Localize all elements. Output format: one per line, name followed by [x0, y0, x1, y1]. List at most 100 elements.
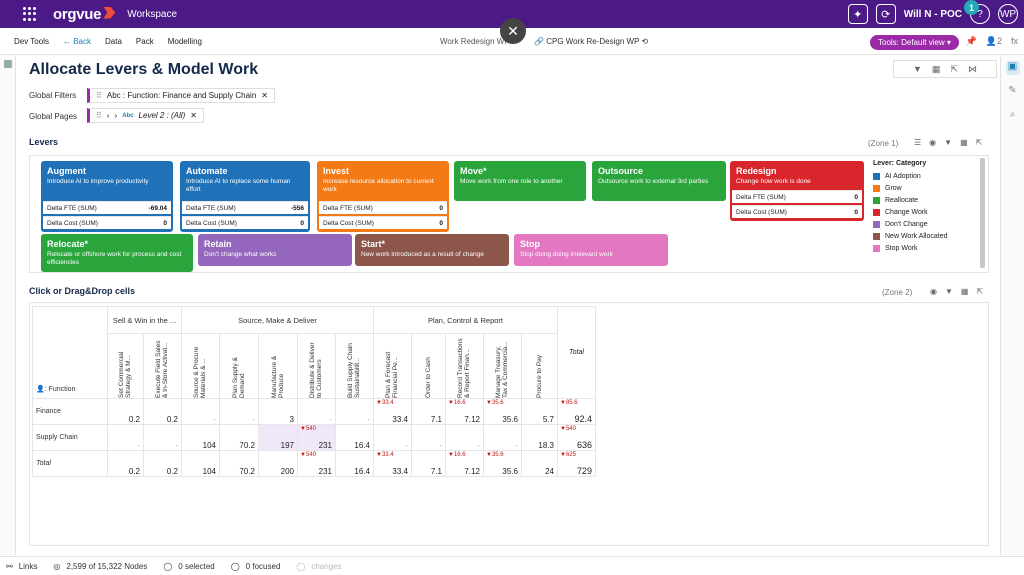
- row-label[interactable]: Total: [32, 450, 108, 477]
- grid-cell[interactable]: ▼35.6 35.6: [483, 398, 522, 425]
- grid-cell[interactable]: ·: [297, 398, 336, 425]
- column-header[interactable]: Plan & Forecast Financial Pe...: [373, 333, 412, 399]
- grid-cell[interactable]: 104: [181, 450, 220, 477]
- filter-icon[interactable]: ▼: [944, 138, 953, 147]
- back-button[interactable]: ← Back: [62, 36, 92, 46]
- grid-cell[interactable]: 7.1: [411, 450, 446, 477]
- group-header[interactable]: Plan, Control & Report: [373, 306, 558, 334]
- dev-tools-menu[interactable]: Dev Tools: [14, 36, 49, 46]
- help-button[interactable]: 1?: [964, 0, 990, 24]
- legend-item[interactable]: Change Work: [873, 206, 948, 218]
- row-label[interactable]: Finance: [32, 398, 108, 425]
- export-icon[interactable]: ⇱: [975, 138, 983, 147]
- grid-cell[interactable]: 200: [258, 450, 298, 477]
- grid-cell[interactable]: ▼35.6 35.6: [483, 450, 522, 477]
- grid-cell[interactable]: 16.4: [335, 424, 374, 451]
- apps-grid-icon[interactable]: [23, 7, 37, 21]
- grid-cell[interactable]: 197: [258, 424, 298, 451]
- grid-cell[interactable]: ▼540 231: [297, 424, 336, 451]
- lever-card-0[interactable]: Augment Introduce AI to improve productiv…: [41, 161, 173, 232]
- grid-cell[interactable]: 7.1: [411, 398, 446, 425]
- breadcrumb-page[interactable]: 🔗 CPG Work Re-Design WP ⟲: [534, 37, 649, 46]
- list-icon[interactable]: ☰: [914, 138, 922, 147]
- column-header[interactable]: Source & Procure Materials & ...: [181, 333, 220, 399]
- workspace-link[interactable]: Workspace: [127, 8, 178, 20]
- total-column-header[interactable]: Total: [557, 306, 596, 399]
- grid-cell[interactable]: ·: [181, 398, 220, 425]
- grid-cell[interactable]: 0.2: [143, 450, 182, 477]
- column-header[interactable]: Record Transactions & Report Finan...: [445, 333, 484, 399]
- column-header[interactable]: Plan Supply & Demand: [219, 333, 259, 399]
- grid-icon[interactable]: ▦: [960, 287, 969, 296]
- grid-cell[interactable]: 5.7: [521, 398, 558, 425]
- avatar[interactable]: WP: [998, 4, 1018, 24]
- lever-card-1[interactable]: Automate Introduce AI to replace some hum…: [180, 161, 310, 232]
- grid-cell[interactable]: ·: [445, 424, 484, 451]
- grid-cell[interactable]: 70.2: [219, 424, 259, 451]
- grid-cell[interactable]: ▼33.4 33.4: [373, 398, 412, 425]
- grid-cell[interactable]: 104: [181, 424, 220, 451]
- grid-cell[interactable]: ▼540 231: [297, 450, 336, 477]
- search-icon[interactable]: ⌕: [1009, 109, 1016, 120]
- legend-item[interactable]: New Work Allocated: [873, 230, 948, 242]
- legend-item[interactable]: Grow: [873, 182, 948, 194]
- modelling-menu[interactable]: Modelling: [167, 36, 202, 46]
- ai-sparkle-icon[interactable]: ✦: [847, 4, 868, 24]
- legend-item[interactable]: Stop Work: [873, 242, 948, 254]
- column-header[interactable]: Manage Treasury, Tax & Commercia...: [483, 333, 522, 399]
- lever-card-8[interactable]: Start* New work introduced as a result of…: [355, 234, 509, 266]
- data-menu[interactable]: Data: [105, 36, 122, 46]
- column-header[interactable]: Build Supply Chain Sustainabilit...: [335, 333, 374, 399]
- palette-icon[interactable]: ◉: [929, 138, 937, 147]
- column-header[interactable]: Set Commercial Strategy & M...: [107, 333, 144, 399]
- expand-icon[interactable]: [3, 60, 12, 68]
- grid-cell[interactable]: 70.2: [219, 450, 259, 477]
- grid-total-cell[interactable]: ▼625 729: [557, 450, 596, 477]
- prev-page-icon[interactable]: ‹: [106, 111, 110, 120]
- share-icon[interactable]: ⋈: [967, 63, 977, 74]
- column-header[interactable]: Execute Field Sales & In-Store Activat..…: [143, 333, 182, 399]
- layout-select-icon[interactable]: ▦: [931, 63, 941, 74]
- links-label[interactable]: Links: [18, 561, 38, 571]
- function-filter-chip[interactable]: ⠿ Abc : Function: Finance and Supply Chai…: [87, 88, 275, 103]
- orgvue-logo[interactable]: orgvue: [53, 6, 116, 23]
- row-label[interactable]: Supply Chain: [32, 424, 108, 451]
- lever-card-2[interactable]: Invest Increase resource allocation to cu…: [317, 161, 449, 232]
- tools-view-dropdown[interactable]: Tools: Default view ▾: [870, 35, 959, 50]
- grid-cell[interactable]: ▼33.4 33.4: [373, 450, 412, 477]
- grid-cell[interactable]: ·: [483, 424, 522, 451]
- remove-page-icon[interactable]: ✕: [190, 111, 197, 120]
- lever-card-4[interactable]: Outsource Outsource work to external 3rd …: [592, 161, 726, 201]
- lever-card-3[interactable]: Move* Move work from one role to another: [454, 161, 586, 201]
- lever-card-7[interactable]: Retain Don't change what works: [198, 234, 352, 266]
- pack-menu[interactable]: Pack: [135, 36, 154, 46]
- formula-icon[interactable]: fx: [1010, 36, 1018, 46]
- lever-card-5[interactable]: Redesign Change how work is done Delta FTE…: [730, 161, 864, 221]
- grid-cell[interactable]: 3: [258, 398, 298, 425]
- lever-card-6[interactable]: Relocate* Relocate or offshore work for p…: [41, 234, 193, 272]
- grid-cell[interactable]: 16.4: [335, 450, 374, 477]
- legend-item[interactable]: Don't Change: [873, 218, 948, 230]
- grid-icon[interactable]: ▦: [960, 138, 968, 147]
- export-icon[interactable]: ⇱: [976, 287, 984, 296]
- legend-item[interactable]: Reallocate: [873, 194, 948, 206]
- column-header[interactable]: Distribute & Deliver to Customers: [297, 333, 336, 399]
- grid-cell[interactable]: 0.2: [107, 398, 144, 425]
- refresh-icon[interactable]: ⟳: [875, 4, 896, 24]
- lever-card-9[interactable]: Stop Stop doing doing irrelevant work: [514, 234, 668, 266]
- grid-cell[interactable]: 24: [521, 450, 558, 477]
- grid-cell[interactable]: ·: [335, 398, 374, 425]
- grid-total-cell[interactable]: ▼85.6 92.4: [557, 398, 596, 425]
- column-header[interactable]: Procure to Pay: [521, 333, 558, 399]
- level2-page-chip[interactable]: ⠿ ‹ › Abc Level 2 : (All) ✕: [87, 108, 204, 123]
- links-icon[interactable]: ⚯: [6, 561, 13, 571]
- grid-cell[interactable]: ·: [107, 424, 144, 451]
- pin-icon[interactable]: 📌: [965, 36, 977, 46]
- grid-cell[interactable]: ·: [411, 424, 446, 451]
- people-icon[interactable]: 👤2: [985, 36, 1002, 46]
- filter-icon[interactable]: ▼: [913, 64, 922, 74]
- grid-total-cell[interactable]: ▼540 636: [557, 424, 596, 451]
- edit-icon[interactable]: ✎: [1008, 85, 1017, 96]
- palette-icon[interactable]: ◉: [930, 287, 937, 296]
- close-icon[interactable]: ✕: [500, 18, 526, 44]
